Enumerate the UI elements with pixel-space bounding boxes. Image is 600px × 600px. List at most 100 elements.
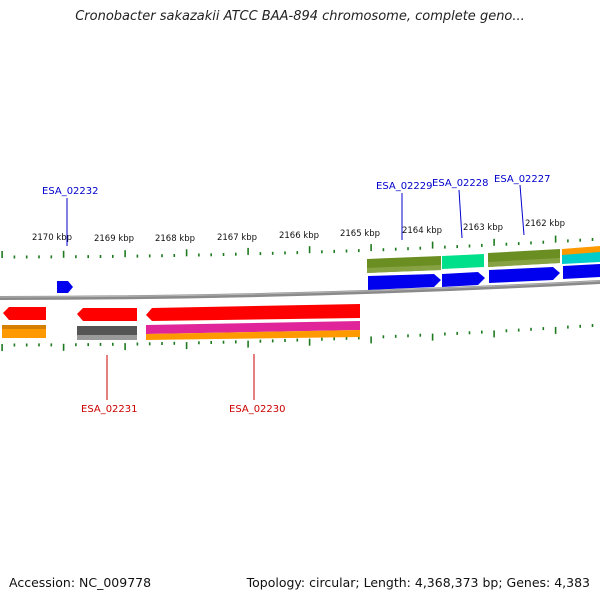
outer-tick: [554, 235, 557, 243]
inner-tick: [148, 342, 151, 346]
feature-orange-left-shade: [2, 325, 46, 329]
inner-tick: [530, 327, 532, 331]
outer-tick: [173, 254, 176, 257]
gene-esa-02229-arrow[interactable]: [368, 274, 441, 290]
inner-tick: [136, 342, 139, 346]
inner-tick: [542, 327, 545, 331]
inner-tick: [99, 342, 102, 346]
outer-tick: [161, 254, 163, 258]
inner-tick: [444, 332, 446, 336]
outer-tick: [99, 255, 102, 258]
inner-tick: [284, 339, 286, 342]
inner-tick: [296, 338, 299, 342]
gene-esa-02228-arrow[interactable]: [442, 272, 485, 287]
inner-tick: [259, 339, 262, 343]
tick-label-2166: 2166 kbp: [279, 231, 319, 241]
feature-olive-1-shade: [367, 265, 441, 273]
outer-tick: [38, 255, 40, 259]
inner-tick: [407, 334, 409, 338]
inner-tick: [50, 343, 53, 347]
gene-esa-02231-arrow[interactable]: [77, 308, 137, 321]
inner-tick: [13, 343, 16, 347]
feature-magenta[interactable]: [146, 321, 360, 334]
outer-tick: [444, 245, 446, 249]
inner-tick: [247, 340, 249, 348]
outer-tick: [481, 243, 483, 247]
outer-tick: [1, 251, 3, 258]
outer-tick: [542, 240, 545, 244]
outer-tick: [271, 251, 274, 255]
inner-tick: [394, 334, 397, 338]
scale-labels: 2170 kbp 2169 kbp 2168 kbp 2167 kbp 2166…: [32, 219, 565, 244]
tick-label-2164: 2164 kbp: [402, 226, 442, 236]
topology-text: Topology: circular; Length: 4,368,373 bp…: [246, 575, 590, 590]
gene-esa-02227-arrow[interactable]: [489, 267, 560, 283]
outer-tick: [567, 239, 569, 243]
outer-tick: [419, 246, 422, 250]
inner-tick: [62, 343, 65, 351]
inner-tick: [38, 343, 40, 347]
inner-tick: [198, 341, 200, 345]
outer-tick: [259, 252, 262, 256]
inner-tick: [75, 343, 77, 347]
outer-tick-ring: [1, 235, 594, 259]
inner-tick: [419, 333, 422, 337]
gene-right-partial-arrow[interactable]: [563, 264, 600, 279]
inner-tick: [333, 337, 335, 341]
inner-tick: [25, 343, 28, 347]
gene-left-partial-arrow[interactable]: [3, 307, 46, 320]
inner-tick: [591, 324, 594, 327]
outer-tick: [124, 250, 126, 258]
outer-tick: [394, 247, 397, 251]
inner-tick: [468, 331, 471, 335]
gene-esa-02232-arrow[interactable]: [57, 281, 73, 293]
gene-label-esa-02229[interactable]: ESA_02229: [376, 181, 433, 192]
tick-label-2170: 2170 kbp: [32, 233, 72, 243]
outer-tick: [136, 254, 139, 258]
outer-tick: [468, 244, 471, 248]
inner-tick: [481, 330, 483, 334]
outer-tick: [456, 245, 458, 249]
feature-cyan-right[interactable]: [562, 252, 600, 264]
outer-tick: [87, 255, 89, 259]
inner-tick: [554, 326, 557, 334]
outer-tick: [112, 254, 114, 258]
outer-tick: [370, 244, 372, 252]
feature-orange-mid[interactable]: [146, 330, 360, 340]
gene-label-esa-02230[interactable]: ESA_02230: [229, 404, 286, 415]
inner-tick: [431, 333, 434, 341]
outer-tick: [296, 251, 299, 255]
outer-tick: [222, 253, 225, 256]
outer-tick: [75, 255, 77, 259]
outer-tick: [333, 249, 335, 253]
outer-tick: [505, 242, 508, 246]
inner-tick: [161, 342, 163, 345]
inner-tick: [1, 344, 3, 351]
inner-tick: [235, 340, 237, 344]
tick-label-2163: 2163 kbp: [463, 223, 503, 233]
gene-label-esa-02232[interactable]: ESA_02232: [42, 186, 99, 197]
tick-label-2168: 2168 kbp: [155, 234, 195, 244]
reverse-features: [2, 304, 360, 340]
gene-esa-02230-arrow[interactable]: [146, 304, 360, 321]
outer-tick: [321, 250, 323, 254]
inner-tick: [112, 342, 114, 346]
outer-tick: [345, 249, 348, 253]
outer-tick: [185, 249, 188, 257]
outer-tick: [517, 242, 520, 246]
gene-label-esa-02231[interactable]: ESA_02231: [81, 404, 138, 415]
outer-tick: [50, 255, 53, 259]
inner-tick: [370, 336, 372, 344]
outer-tick: [530, 241, 532, 245]
outer-tick: [284, 251, 286, 255]
inner-tick: [579, 324, 581, 328]
inner-tick: [210, 341, 212, 344]
tick-label-2169: 2169 kbp: [94, 234, 134, 244]
feature-springgreen[interactable]: [442, 254, 484, 269]
outer-tick: [13, 255, 16, 259]
outer-tick: [358, 249, 360, 253]
gene-label-esa-02228[interactable]: ESA_02228: [432, 178, 489, 189]
inner-tick: [308, 338, 311, 346]
gene-label-esa-02227[interactable]: ESA_02227: [494, 174, 551, 185]
